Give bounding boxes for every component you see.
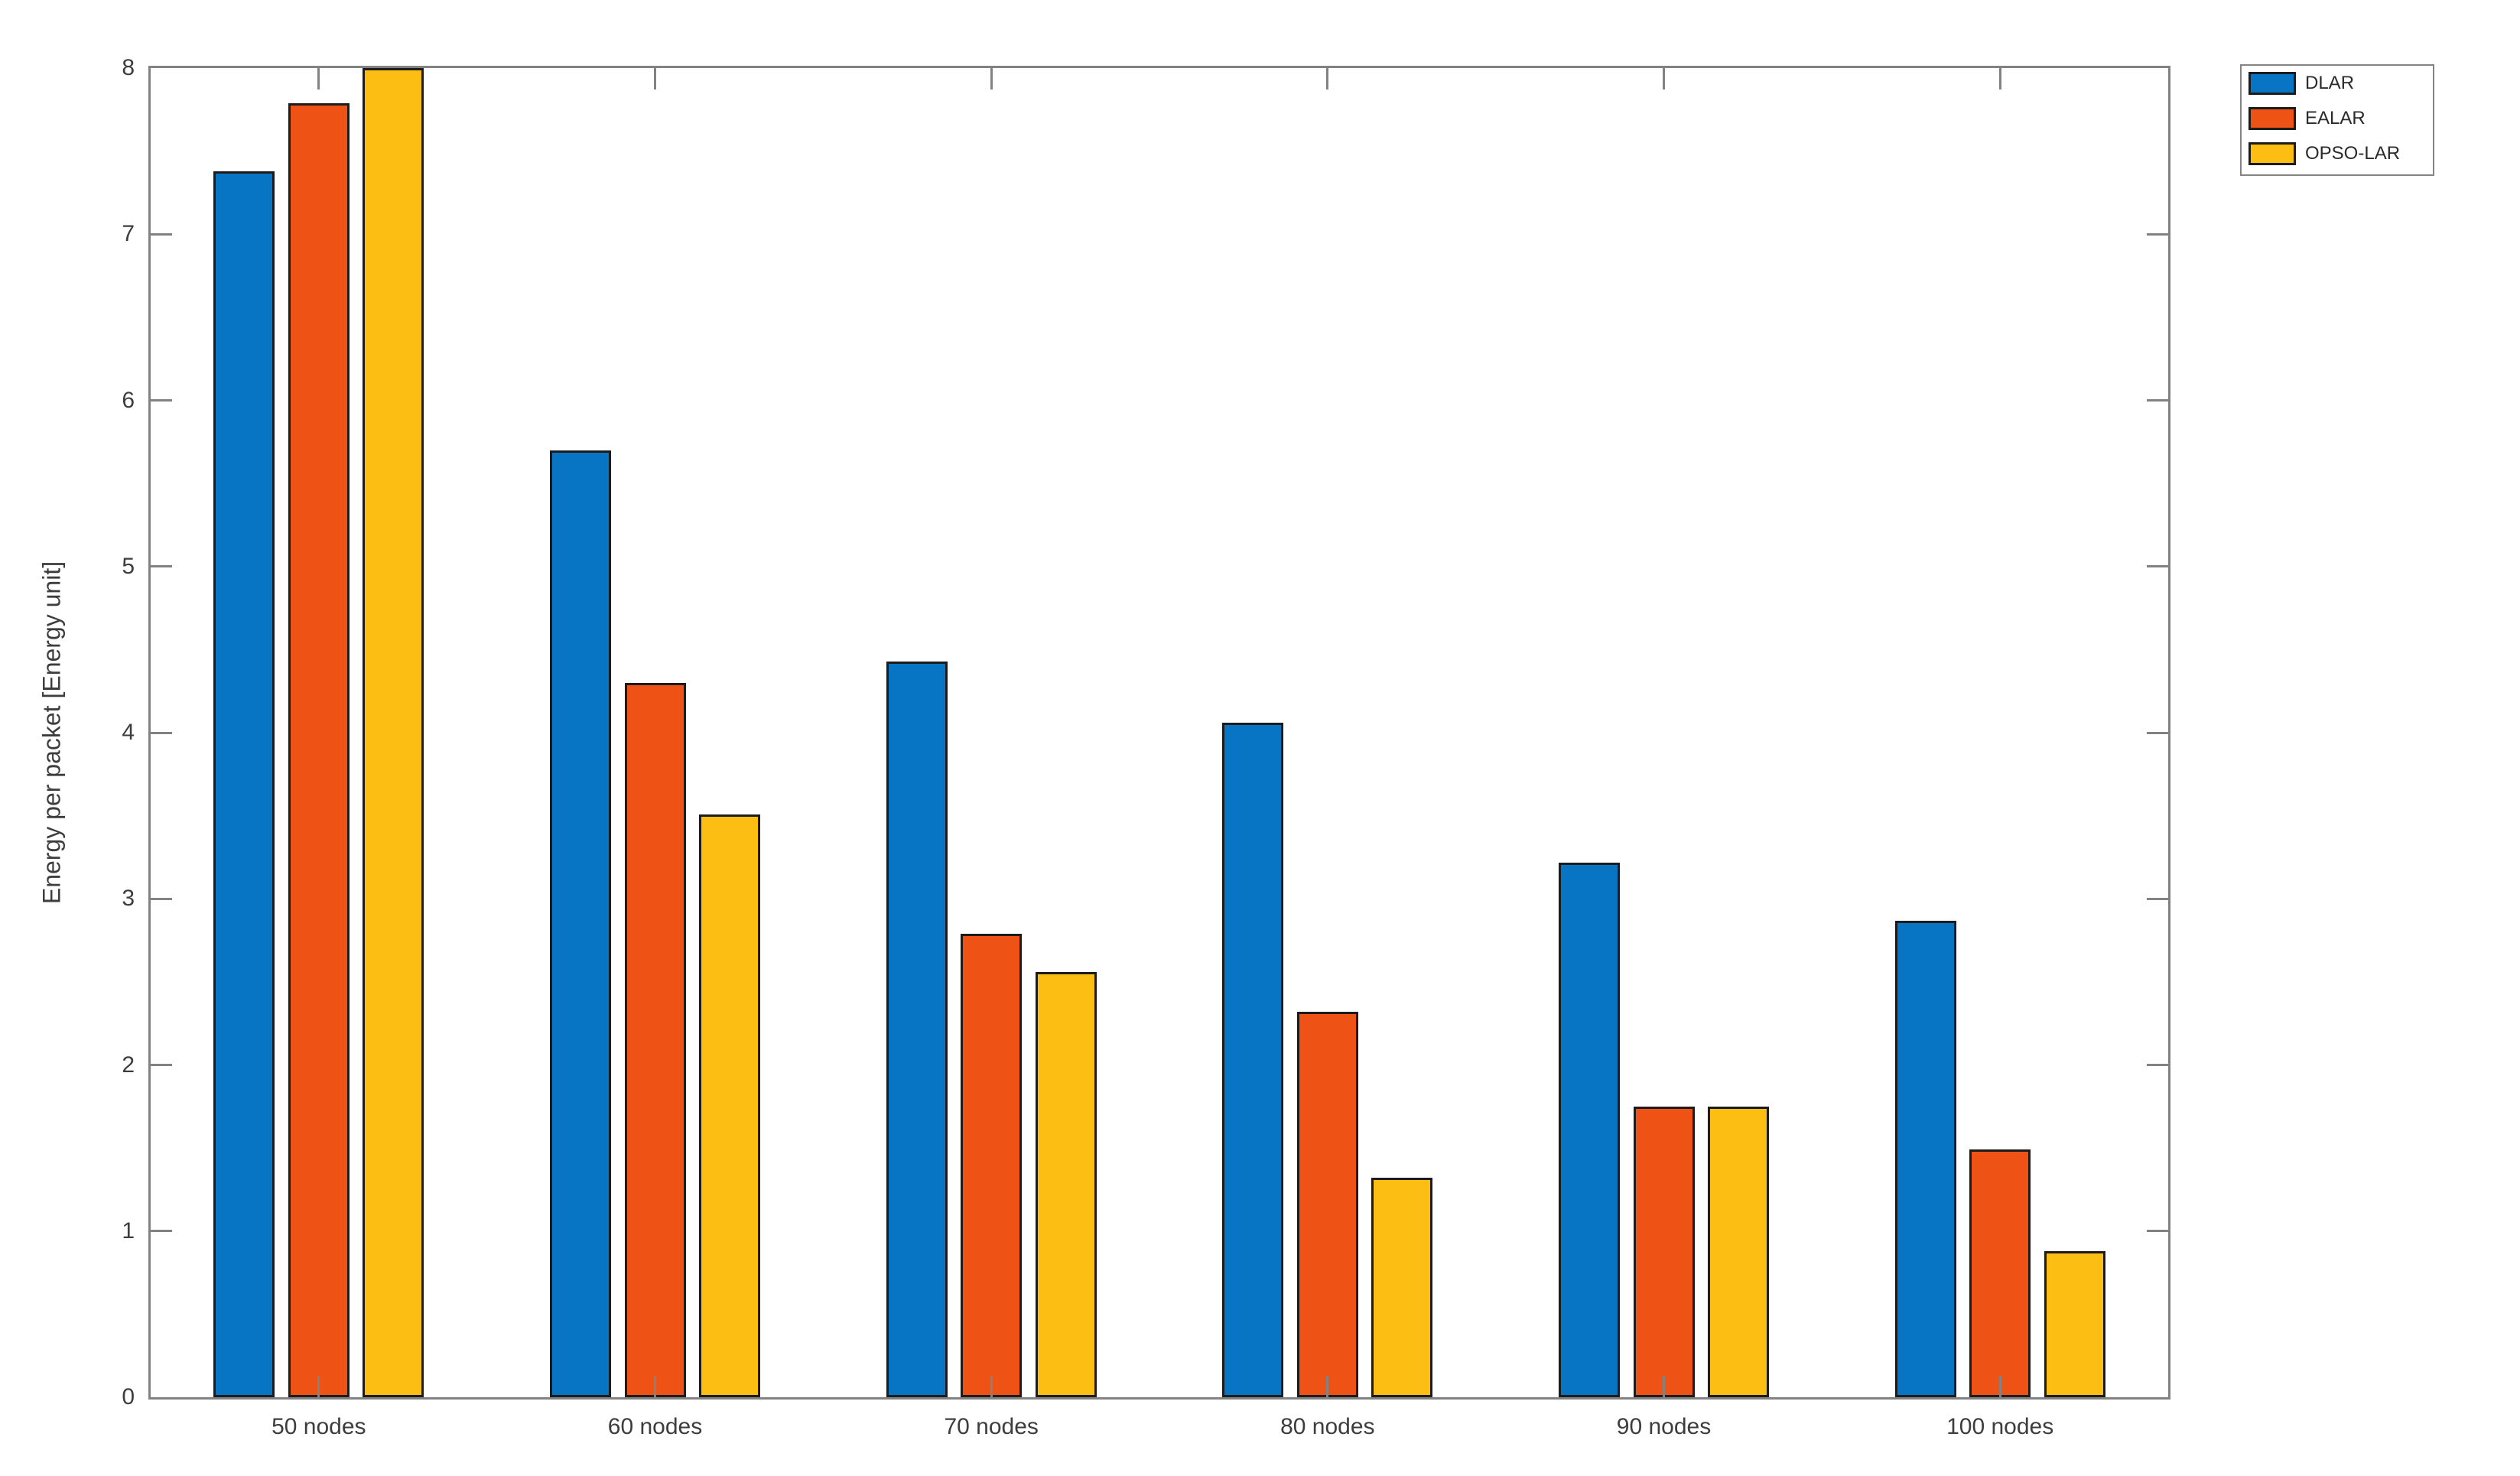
bar-opso-lar-60-nodes	[699, 814, 760, 1397]
legend-label: OPSO-LAR	[2305, 143, 2401, 164]
bar-ealar-50-nodes	[288, 102, 350, 1397]
bar-opso-lar-50-nodes	[363, 68, 424, 1397]
y-tick-label: 3	[122, 886, 135, 912]
x-tick-bottom	[317, 1376, 320, 1397]
y-tick-label: 7	[122, 221, 135, 247]
legend-item-dlar: DLAR	[2248, 72, 2354, 95]
y-tick-right	[2147, 565, 2168, 568]
bar-ealar-90-nodes	[1633, 1106, 1695, 1397]
x-tick-label: 80 nodes	[1280, 1414, 1375, 1439]
y-tick-label: 4	[122, 720, 135, 745]
y-tick-left	[151, 232, 172, 236]
bar-dlar-60-nodes	[550, 450, 611, 1397]
x-tick-bottom	[654, 1376, 656, 1397]
x-tick-bottom	[1663, 1376, 1665, 1397]
x-tick-label: 60 nodes	[607, 1414, 703, 1439]
bar-ealar-70-nodes	[961, 933, 1023, 1397]
x-tick-label: 70 nodes	[944, 1414, 1039, 1439]
bar-dlar-80-nodes	[1222, 723, 1284, 1397]
legend-swatch-dlar	[2248, 72, 2296, 95]
y-tick-label: 1	[122, 1218, 135, 1244]
y-tick-label: 2	[122, 1052, 135, 1078]
x-tick-top	[1998, 68, 2001, 89]
y-tick-label: 5	[122, 553, 135, 579]
y-tick-right	[2147, 1064, 2168, 1066]
x-tick-top	[1326, 68, 1329, 89]
bar-opso-lar-90-nodes	[1708, 1106, 1769, 1397]
y-tick-label: 6	[122, 387, 135, 413]
bar-ealar-100-nodes	[1969, 1149, 2031, 1397]
legend-swatch-opso-lar	[2248, 142, 2296, 165]
y-tick-left	[151, 565, 172, 568]
x-tick-label: 100 nodes	[1946, 1414, 2054, 1439]
bar-ealar-60-nodes	[624, 682, 686, 1397]
bar-dlar-50-nodes	[213, 171, 275, 1397]
x-tick-top	[1663, 68, 1665, 89]
bar-dlar-100-nodes	[1894, 920, 1956, 1397]
x-tick-top	[654, 68, 656, 89]
x-tick-label: 90 nodes	[1616, 1414, 1712, 1439]
y-tick-right	[2147, 232, 2168, 236]
legend-label: DLAR	[2305, 73, 2355, 93]
bar-dlar-90-nodes	[1559, 862, 1620, 1397]
bar-ealar-80-nodes	[1296, 1012, 1358, 1397]
legend: DLAR EALAR OPSO-LAR	[2240, 64, 2434, 176]
bar-dlar-70-nodes	[886, 661, 948, 1397]
x-tick-bottom	[1326, 1376, 1329, 1397]
y-tick-left	[151, 897, 172, 900]
y-tick-right	[2147, 897, 2168, 900]
y-tick-right	[2147, 731, 2168, 734]
x-tick-bottom	[1998, 1376, 2001, 1397]
x-tick-top	[990, 68, 993, 89]
y-tick-label: 8	[122, 55, 135, 80]
x-tick-label: 50 nodes	[272, 1414, 366, 1439]
plot-area	[148, 66, 2170, 1400]
y-tick-left	[151, 731, 172, 734]
x-tick-bottom	[990, 1376, 993, 1397]
bar-opso-lar-80-nodes	[1371, 1178, 1433, 1397]
y-tick-left	[151, 1064, 172, 1066]
y-axis-label: Energy per packet [Energy unit]	[37, 561, 66, 905]
legend-label: EALAR	[2305, 108, 2366, 128]
x-tick-top	[317, 68, 320, 89]
y-tick-left	[151, 1230, 172, 1233]
bar-opso-lar-100-nodes	[2044, 1250, 2105, 1397]
y-tick-left	[151, 399, 172, 402]
legend-item-ealar: EALAR	[2248, 107, 2366, 130]
legend-swatch-ealar	[2248, 107, 2296, 130]
y-tick-right	[2147, 399, 2168, 402]
legend-item-opso-lar: OPSO-LAR	[2248, 142, 2400, 165]
y-tick-label: 0	[122, 1384, 135, 1409]
y-tick-right	[2147, 1230, 2168, 1233]
bar-opso-lar-70-nodes	[1035, 971, 1097, 1397]
